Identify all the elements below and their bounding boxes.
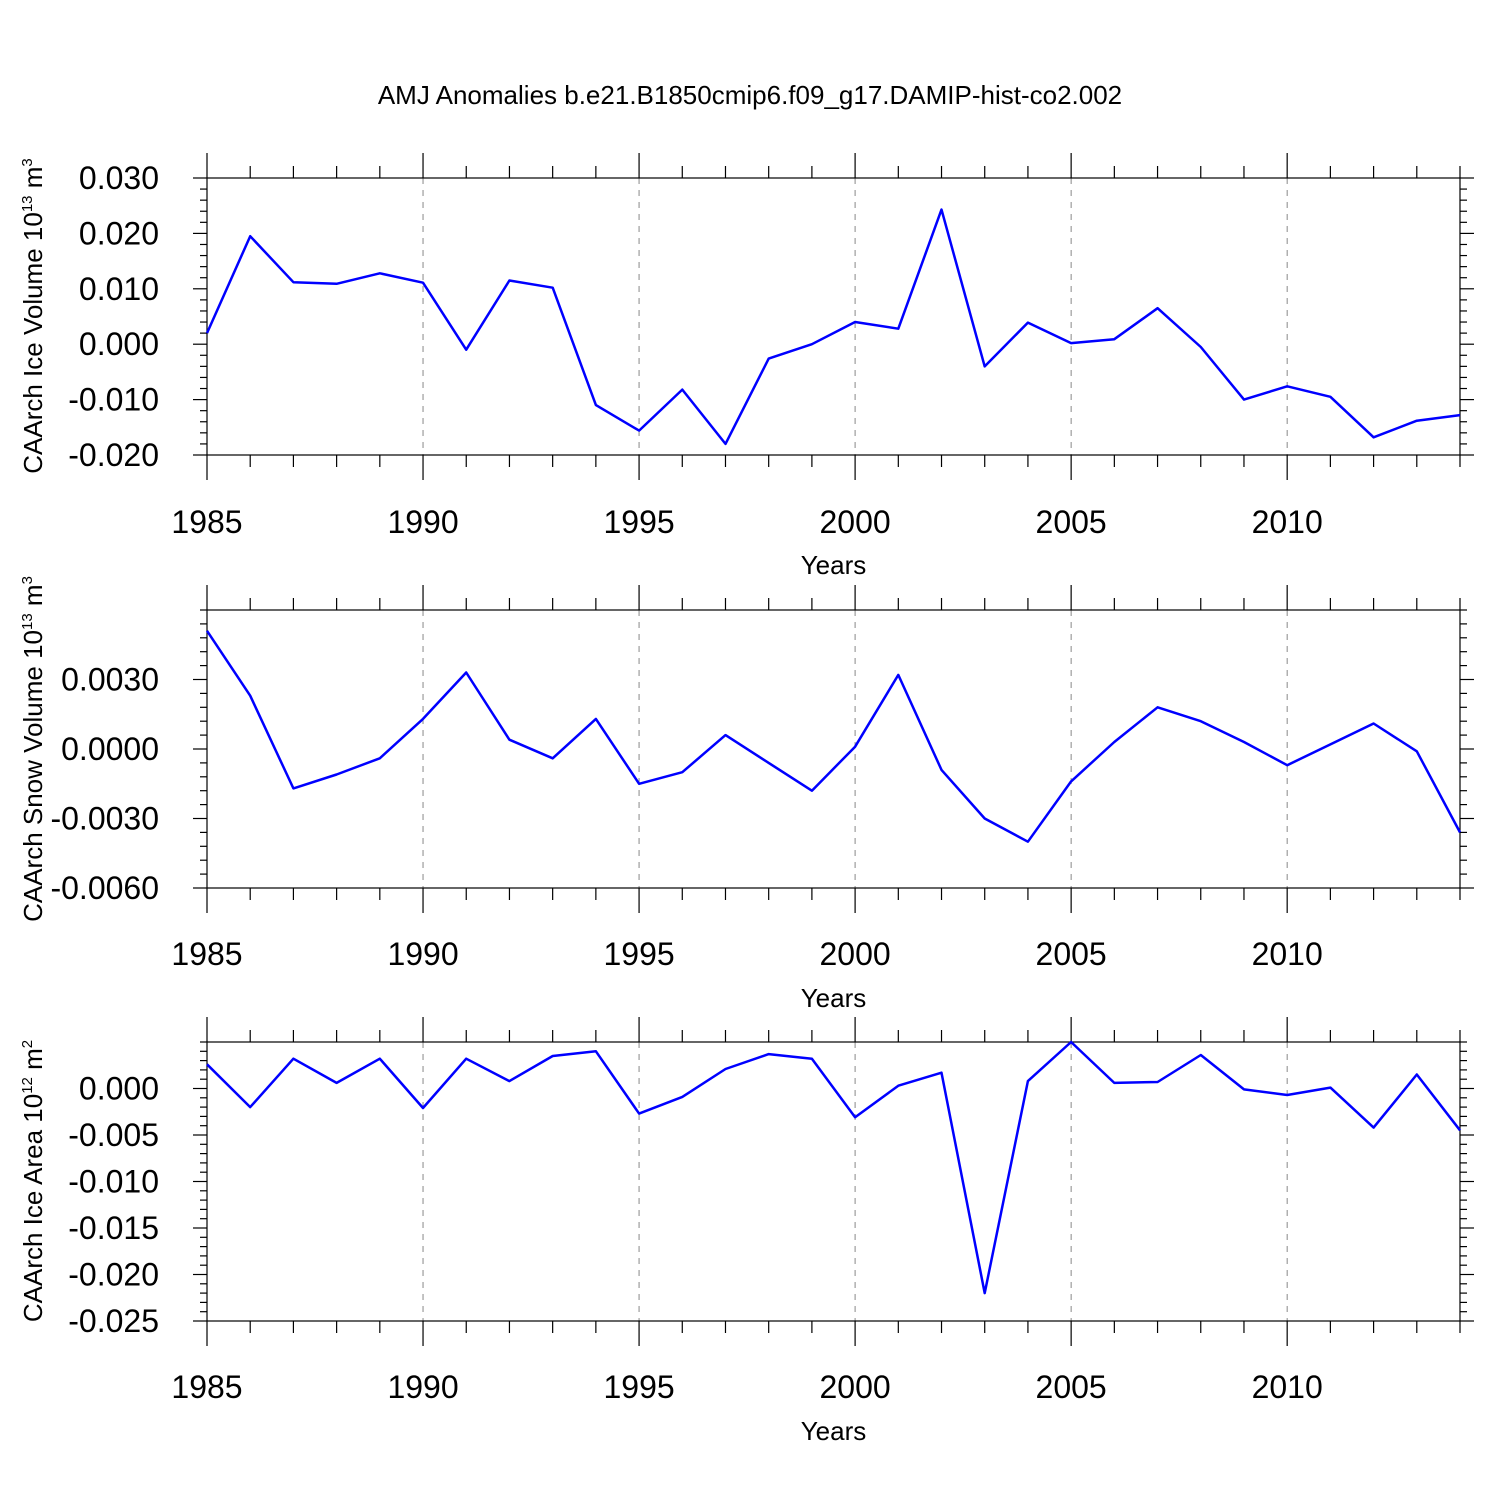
y-axis-label-unit-exponent: 2 (19, 1040, 36, 1048)
x-tick-label: 2010 (1252, 504, 1323, 540)
y-axis-label-main: CAArch Snow Volume 10 (18, 630, 48, 922)
y-tick-label: 0.030 (79, 160, 159, 196)
x-tick-label: 2000 (820, 1369, 891, 1405)
x-tick-label: 1985 (171, 504, 242, 540)
series-line (205, 630, 1462, 843)
y-axis-label-exponent: 13 (19, 613, 36, 630)
y-tick-label: -0.0060 (50, 870, 159, 906)
y-axis-label-unit-exponent: 3 (19, 576, 36, 584)
y-axis-label: CAArch Ice Area 1012 m2 (18, 1040, 48, 1322)
plot-frame (206, 177, 1461, 456)
y-tick-label: -0.020 (68, 437, 159, 473)
y-axis-label: CAArch Ice Volume 1013 m3 (18, 158, 48, 474)
y-axis-label-exponent: 12 (19, 1077, 36, 1094)
y-tick-label: -0.010 (68, 1164, 159, 1200)
x-tick-label: 1985 (171, 1369, 242, 1405)
y-axis-label-unit: m (18, 167, 48, 196)
y-axis-label-unit: m (18, 1048, 48, 1077)
y-tick-label: -0.005 (68, 1117, 159, 1153)
x-tick-label: 1995 (603, 504, 674, 540)
y-tick-label: 0.0000 (61, 731, 159, 767)
y-axis-label: CAArch Snow Volume 1013 m3 (18, 576, 48, 922)
y-tick-label: 0.010 (79, 271, 159, 307)
x-tick-label: 2000 (820, 936, 891, 972)
panel-2: -0.0060 -0.0030 0.0000 0.0030 1985 1990 1995 20… (18, 576, 1474, 1013)
series-line (206, 1040, 1461, 1295)
y-tick-label: -0.020 (68, 1257, 159, 1293)
panels: -0.020 -0.010 0.000 0.010 0.020 0.030 1985 1990… (18, 153, 1474, 1446)
y-tick-label: -0.015 (68, 1210, 159, 1246)
y-tick-label: -0.010 (68, 382, 159, 418)
x-axis-label: Years (801, 1416, 867, 1446)
x-tick-label: 2000 (820, 504, 891, 540)
y-tick-label: 0.000 (79, 1071, 159, 1107)
x-axis-label: Years (801, 983, 867, 1013)
chart-title: AMJ Anomalies b.e21.B1850cmip6.f09_g17.D… (378, 80, 1122, 110)
panel-3: -0.025 -0.020 -0.015 -0.010 -0.005 0.000 1985 1… (18, 1017, 1474, 1446)
y-tick-label: 0.020 (79, 215, 159, 251)
y-axis-label-main: CAArch Ice Volume 10 (18, 212, 48, 474)
x-tick-label: 2005 (1036, 936, 1107, 972)
y-axis-label-unit-exponent: 3 (19, 158, 36, 166)
x-tick-label: 2005 (1036, 504, 1107, 540)
y-tick-label: -0.0030 (50, 801, 159, 837)
x-tick-label: 2010 (1252, 1369, 1323, 1405)
x-tick-label: 2010 (1252, 936, 1323, 972)
series-line (205, 208, 1461, 446)
x-axis-label: Years (801, 550, 867, 580)
y-axis-label-exponent: 13 (19, 195, 36, 212)
y-tick-label: 0.0030 (61, 662, 159, 698)
y-axis-label-unit: m (18, 584, 48, 613)
x-tick-label: 1990 (387, 1369, 458, 1405)
y-tick-label: -0.025 (68, 1303, 159, 1339)
x-tick-label: 2005 (1036, 1369, 1107, 1405)
x-tick-label: 1990 (387, 936, 458, 972)
y-axis-label-main: CAArch Ice Area 10 (18, 1094, 48, 1322)
x-tick-label: 1990 (387, 504, 458, 540)
x-tick-label: 1995 (603, 936, 674, 972)
x-tick-label: 1995 (603, 1369, 674, 1405)
panel-1: -0.020 -0.010 0.000 0.010 0.020 0.030 1985 1990… (18, 153, 1474, 580)
x-tick-label: 1985 (171, 936, 242, 972)
y-tick-label: 0.000 (79, 326, 159, 362)
